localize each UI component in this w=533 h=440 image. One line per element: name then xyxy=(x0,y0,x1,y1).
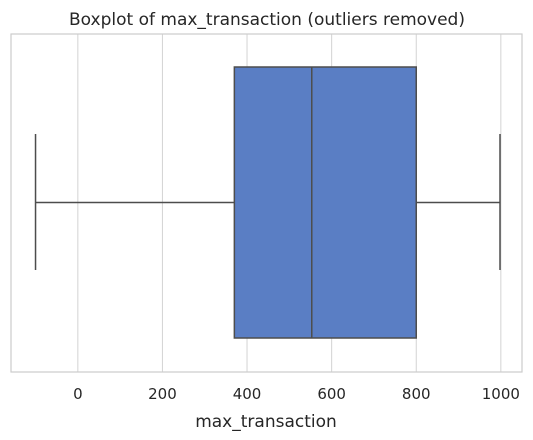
x-tick-label: 0 xyxy=(73,385,83,403)
x-tick-label: 1000 xyxy=(482,385,520,403)
x-tick-label: 800 xyxy=(402,385,431,403)
x-tick-label: 600 xyxy=(317,385,346,403)
iqr-box xyxy=(233,66,417,339)
x-axis-label: max_transaction xyxy=(195,412,337,432)
x-tick-label: 400 xyxy=(233,385,262,403)
plot-frame xyxy=(10,33,523,373)
chart-title: Boxplot of max_transaction (outliers rem… xyxy=(69,10,465,30)
x-tick-label: 200 xyxy=(148,385,177,403)
box-group xyxy=(34,66,501,339)
x-tick-labels: 0 200 400 600 800 1000 xyxy=(73,385,520,403)
